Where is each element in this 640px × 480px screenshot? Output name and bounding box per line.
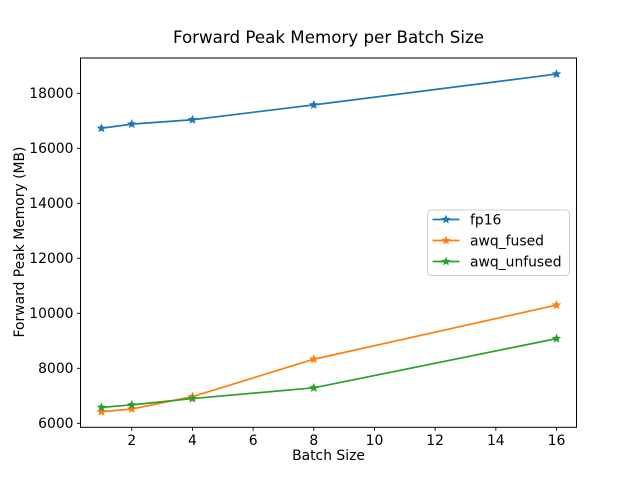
data-point-marker [551, 300, 562, 310]
y-tick-label: 16000 [29, 141, 73, 157]
y-tick-label: 12000 [29, 251, 73, 267]
x-tick-label: 2 [127, 433, 136, 449]
data-point-marker [127, 119, 137, 129]
y-tick-label: 10000 [29, 306, 73, 322]
x-tick-label: 6 [249, 433, 258, 449]
legend-label-awq_unfused: awq_unfused [470, 254, 562, 270]
series-line-awq_unfused [100, 337, 558, 409]
legend-label-fp16: fp16 [470, 212, 501, 228]
series-line-awq_fused [100, 304, 558, 413]
data-point-marker [309, 354, 319, 364]
x-tick-label: 16 [548, 433, 566, 449]
legend-label-awq_fused: awq_fused [470, 233, 544, 249]
axes-box [80, 57, 577, 428]
series-awq_unfused [96, 333, 562, 412]
series-fp16 [96, 69, 562, 133]
legend-marker [441, 256, 451, 266]
data-point-marker [127, 399, 137, 409]
data-point-marker [96, 123, 107, 133]
legend-box [427, 209, 570, 276]
data-point-marker [96, 406, 107, 416]
y-tick-label: 6000 [38, 416, 73, 432]
data-point-marker [309, 382, 319, 392]
x-tick-label: 10 [366, 433, 384, 449]
data-point-marker [127, 404, 137, 414]
legend-marker [441, 235, 451, 245]
data-point-marker [187, 393, 198, 403]
x-tick-label: 14 [487, 433, 505, 449]
y-tick-label: 18000 [29, 86, 73, 102]
data-point-marker [187, 114, 198, 124]
legend-marker [441, 214, 451, 224]
data-point-marker [309, 99, 319, 109]
x-axis: 2 4 6 8 10 12 14 16 [127, 427, 565, 449]
y-axis: 6000 8000 10000 12000 14000 16000 18000 [29, 86, 81, 432]
series-line-fp16 [100, 73, 558, 130]
x-tick-label: 12 [426, 433, 444, 449]
chart-title: Forward Peak Memory per Batch Size [172, 27, 485, 47]
data-point-marker [96, 402, 107, 412]
legend: fp16 awq_fused awq_unfused [427, 209, 570, 276]
x-tick-label: 4 [188, 433, 197, 449]
y-tick-label: 14000 [29, 196, 73, 212]
series-awq_fused [96, 300, 562, 416]
y-axis-label: Forward Peak Memory (MB) [12, 146, 28, 338]
data-point-marker [551, 69, 562, 79]
x-axis-label: Batch Size [292, 448, 365, 464]
data-point-marker [551, 333, 562, 343]
x-tick-label: 8 [309, 433, 318, 449]
y-tick-label: 8000 [38, 361, 73, 377]
